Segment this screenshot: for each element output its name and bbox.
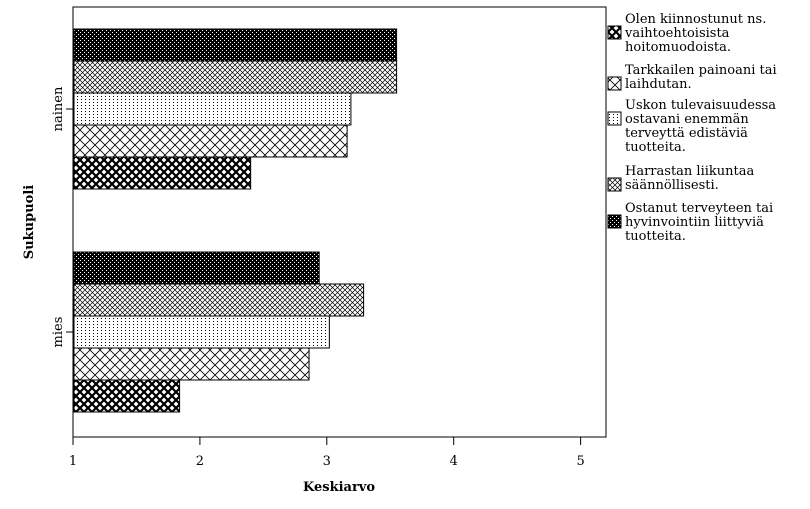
bar-mies-series-3	[73, 283, 365, 317]
y-tick-label: nainen	[51, 86, 66, 131]
plot-frame	[72, 6, 607, 438]
legend-swatch	[607, 214, 622, 229]
y-axis: nainen mies	[51, 86, 73, 347]
x-tick-label: 4	[450, 454, 458, 469]
bar-nainen-series-0	[73, 156, 252, 190]
y-tick-label: mies	[51, 317, 66, 348]
x-axis-title: Keskiarvo	[303, 480, 375, 495]
bar-mies-series-2	[73, 315, 330, 349]
bar-nainen-series-2	[73, 92, 352, 126]
legend: Olen kiinnostunut ns. vaihtoehtoisista hoi…	[607, 12, 777, 244]
bar-nainen-series-3	[73, 60, 398, 94]
legend-entry: Olen kiinnostunut ns. vaihtoehtoisista hoi…	[624, 12, 766, 55]
legend-swatch	[607, 25, 622, 40]
bar-mies-series-4	[73, 251, 320, 285]
x-tick-label: 3	[323, 454, 331, 469]
y-axis-title: Sukupuoli	[22, 185, 37, 259]
legend-entry: Tarkkailen painoani tai laihdutan.	[625, 63, 777, 92]
legend-swatch	[607, 177, 622, 192]
legend-swatch	[607, 111, 622, 126]
bar-mies-series-0	[73, 379, 181, 413]
x-tick-label: 2	[196, 454, 204, 469]
x-axis: 1 2 3 4 5	[69, 437, 585, 469]
bar-nainen-series-1	[73, 124, 348, 158]
bars-group	[73, 28, 398, 413]
legend-swatch	[607, 76, 622, 91]
bar-mies-series-1	[73, 347, 310, 381]
bar-nainen-series-4	[73, 28, 398, 62]
x-tick-label: 1	[69, 454, 77, 469]
legend-entry: Harrastan liikuntaa säännöllisesti.	[625, 164, 754, 193]
legend-entry: Ostanut terveyteen tai hyvinvointiin liit…	[625, 201, 773, 244]
x-tick-label: 5	[576, 454, 584, 469]
legend-entry: Uskon tulevaisuudessa ostavani enemmän ter…	[625, 98, 776, 155]
